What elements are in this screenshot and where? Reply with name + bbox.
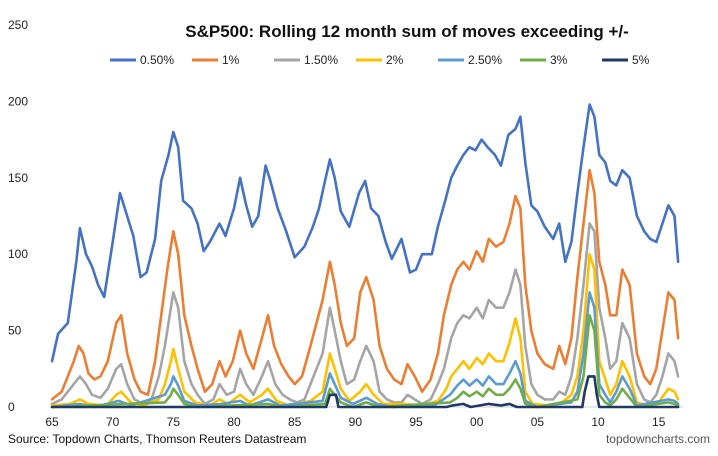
legend-label: 5%: [632, 53, 650, 67]
series-line: [50, 375, 680, 409]
series-line: [50, 222, 680, 406]
legend-label: 0.50%: [140, 53, 174, 67]
legend-label: 2.50%: [468, 53, 502, 67]
legend-label: 1%: [222, 53, 240, 67]
legend-label: 3%: [550, 53, 568, 67]
legend: 0.50% 1% 1.50% 2% 2.50% 3% 5%: [110, 53, 650, 67]
y-tick-label: 100: [8, 247, 28, 261]
y-axis: 0 50 100 150 200 250: [8, 18, 28, 414]
chart-title: S&P500: Rolling 12 month sum of moves ex…: [185, 22, 629, 41]
x-tick-label: 70: [106, 415, 120, 429]
series-line: [50, 168, 680, 401]
series-line: [50, 103, 680, 363]
x-axis: 65 70 75 80 85 90 95 00 05 10 15: [45, 415, 665, 429]
source-note: Source: Topdown Charts, Thomson Reuters …: [8, 432, 306, 446]
y-tick-label: 0: [8, 400, 15, 414]
x-tick-label: 80: [227, 415, 241, 429]
x-tick-label: 75: [167, 415, 181, 429]
x-tick-label: 00: [470, 415, 484, 429]
x-tick-label: 65: [45, 415, 59, 429]
x-tick-label: 85: [288, 415, 302, 429]
y-tick-label: 200: [8, 94, 28, 108]
x-tick-label: 90: [349, 415, 363, 429]
series-line: [50, 314, 680, 409]
series-layer: [50, 103, 680, 409]
y-tick-label: 50: [8, 324, 22, 338]
legend-label: 1.50%: [304, 53, 338, 67]
series-line: [50, 291, 680, 409]
y-tick-label: 250: [8, 18, 28, 32]
x-tick-label: 05: [531, 415, 545, 429]
legend-label: 2%: [386, 53, 404, 67]
y-tick-label: 150: [8, 171, 28, 185]
x-tick-label: 95: [409, 415, 423, 429]
website-label: topdowncharts.com: [606, 432, 710, 446]
x-tick-label: 10: [591, 415, 605, 429]
x-tick-label: 15: [652, 415, 666, 429]
